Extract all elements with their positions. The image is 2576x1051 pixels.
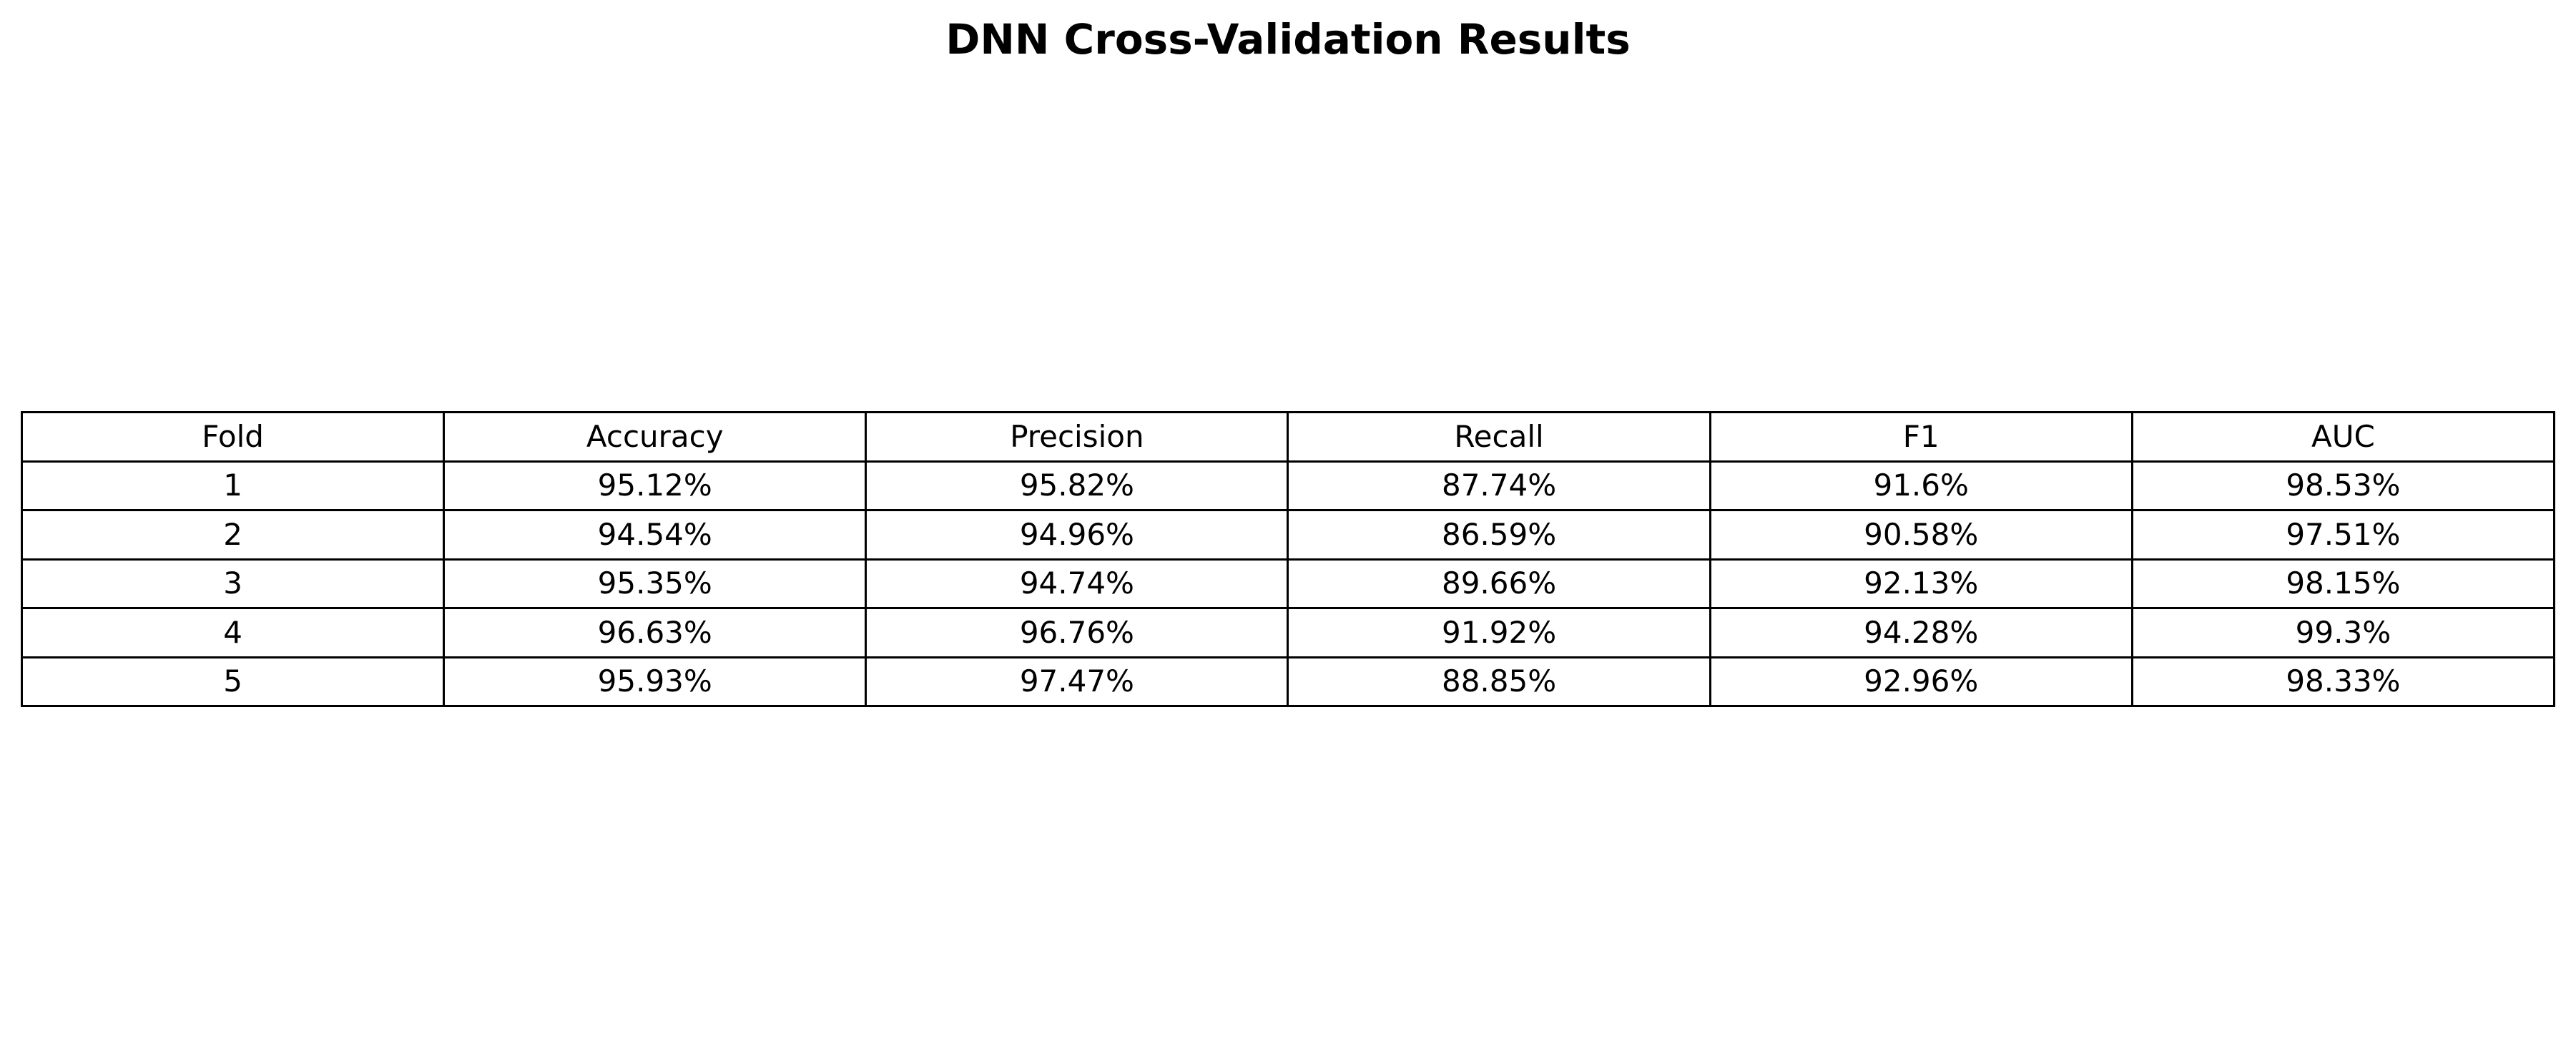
table-cell: 5 [20,656,446,707]
table-cell: 1 [20,460,446,511]
table-cell: 97.47% [865,656,1289,707]
header-cell-recall: Recall [1287,411,1711,463]
header-cell-accuracy: Accuracy [443,411,867,463]
results-table: Fold Accuracy Precision Recall F1 AUC 1 … [20,411,2556,707]
table-cell: 92.96% [1709,656,2133,707]
table-cell: 94.96% [865,509,1289,561]
table-cell: 89.66% [1287,558,1711,609]
table-cell: 87.74% [1287,460,1711,511]
table-cell: 98.33% [2130,656,2556,707]
table-cell: 90.58% [1709,509,2133,561]
table-cell: 91.92% [1287,607,1711,658]
table-cell: 3 [20,558,446,609]
table-cell: 98.53% [2130,460,2556,511]
table-cell: 95.82% [865,460,1289,511]
table-row: 4 96.63% 96.76% 91.92% 94.28% 99.3% [20,607,2556,658]
header-cell-auc: AUC [2130,411,2556,463]
table-cell: 98.15% [2130,558,2556,609]
table-cell: 94.28% [1709,607,2133,658]
table-header-row: Fold Accuracy Precision Recall F1 AUC [20,411,2556,463]
table-cell: 95.12% [443,460,867,511]
table-cell: 99.3% [2130,607,2556,658]
table-cell: 2 [20,509,446,561]
table-cell: 94.74% [865,558,1289,609]
table-cell: 4 [20,607,446,658]
table-row: 5 95.93% 97.47% 88.85% 92.96% 98.33% [20,656,2556,707]
table-row: 2 94.54% 94.96% 86.59% 90.58% 97.51% [20,509,2556,561]
table-cell: 95.35% [443,558,867,609]
table-cell: 96.76% [865,607,1289,658]
chart-title: DNN Cross-Validation Results [945,15,1631,64]
table-cell: 86.59% [1287,509,1711,561]
table-cell: 94.54% [443,509,867,561]
header-cell-precision: Precision [865,411,1289,463]
table-cell: 92.13% [1709,558,2133,609]
table-row: 1 95.12% 95.82% 87.74% 91.6% 98.53% [20,460,2556,511]
header-cell-fold: Fold [20,411,446,463]
header-cell-f1: F1 [1709,411,2133,463]
table-cell: 88.85% [1287,656,1711,707]
table-cell: 95.93% [443,656,867,707]
table-cell: 96.63% [443,607,867,658]
table-cell: 97.51% [2130,509,2556,561]
table-cell: 91.6% [1709,460,2133,511]
table-row: 3 95.35% 94.74% 89.66% 92.13% 98.15% [20,558,2556,609]
